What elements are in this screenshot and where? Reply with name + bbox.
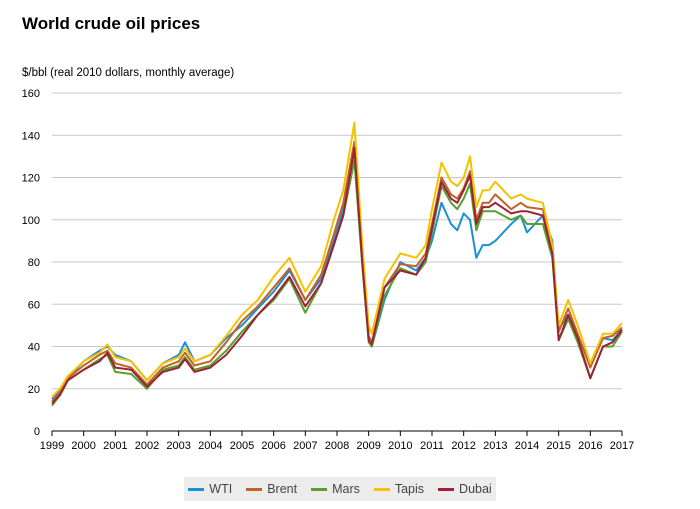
legend-item-mars: Mars bbox=[311, 482, 360, 496]
x-tick-label: 2017 bbox=[610, 440, 634, 452]
y-tick-label: 40 bbox=[28, 342, 40, 354]
legend-swatch bbox=[373, 487, 390, 491]
series-line-dubai bbox=[51, 146, 623, 405]
legend-swatch bbox=[246, 487, 263, 491]
series-line-brent bbox=[51, 140, 623, 403]
x-tick-label: 2013 bbox=[483, 440, 507, 452]
legend: WTI Brent Mars Tapis Dubai bbox=[184, 477, 496, 501]
legend-item-dubai: Dubai bbox=[438, 482, 492, 496]
legend-label: Mars bbox=[332, 482, 360, 496]
y-axis-label: $/bbl (real 2010 dollars, monthly averag… bbox=[22, 67, 235, 79]
x-tick-label: 2014 bbox=[515, 440, 539, 452]
y-tick-label: 100 bbox=[22, 215, 40, 227]
legend-label: Tapis bbox=[394, 482, 425, 496]
series-line-wti bbox=[51, 149, 623, 400]
chart-plot: 0 20 40 60 80 100 120 140 160 1999 2000 2001 2002 20… bbox=[22, 88, 635, 452]
x-tick-label: 2000 bbox=[71, 440, 95, 452]
x-tick-label: 2001 bbox=[103, 440, 127, 452]
y-tick-label: 20 bbox=[28, 384, 40, 396]
legend-item-brent: Brent bbox=[246, 482, 297, 496]
legend-item-wti: WTI bbox=[188, 482, 232, 496]
y-tick-label: 120 bbox=[22, 173, 40, 185]
x-tick-label: 2012 bbox=[451, 440, 475, 452]
legend-swatch bbox=[311, 487, 328, 491]
x-tick-label: 2009 bbox=[356, 440, 380, 452]
x-tick-label: 2004 bbox=[198, 440, 222, 452]
y-tick-label: 60 bbox=[28, 299, 40, 311]
legend-label: Brent bbox=[267, 482, 298, 496]
y-tick-label: 80 bbox=[28, 257, 40, 269]
legend-label: WTI bbox=[209, 482, 233, 496]
x-tick-label: 2007 bbox=[293, 440, 317, 452]
x-tick-label: 2010 bbox=[388, 440, 412, 452]
x-tick-label: 2003 bbox=[166, 440, 190, 452]
x-tick-label: 2011 bbox=[420, 440, 444, 452]
x-tick-label: 2002 bbox=[135, 440, 159, 452]
legend-item-tapis: Tapis bbox=[373, 482, 425, 496]
x-tick-label: 2008 bbox=[325, 440, 349, 452]
x-tick-label: 2005 bbox=[230, 440, 254, 452]
legend-swatch bbox=[188, 487, 205, 491]
series-line-tapis bbox=[51, 121, 623, 398]
chart-title: World crude oil prices bbox=[22, 14, 201, 33]
legend-label: Dubai bbox=[459, 482, 492, 496]
legend-swatch bbox=[438, 487, 455, 491]
y-tick-label: 0 bbox=[34, 426, 40, 438]
x-tick-label: 2016 bbox=[578, 440, 602, 452]
y-tick-label: 160 bbox=[22, 88, 40, 100]
y-tick-label: 140 bbox=[22, 130, 40, 142]
x-tick-label: 2015 bbox=[546, 440, 570, 452]
x-tick-label: 1999 bbox=[40, 440, 64, 452]
x-tick-label: 2006 bbox=[261, 440, 285, 452]
